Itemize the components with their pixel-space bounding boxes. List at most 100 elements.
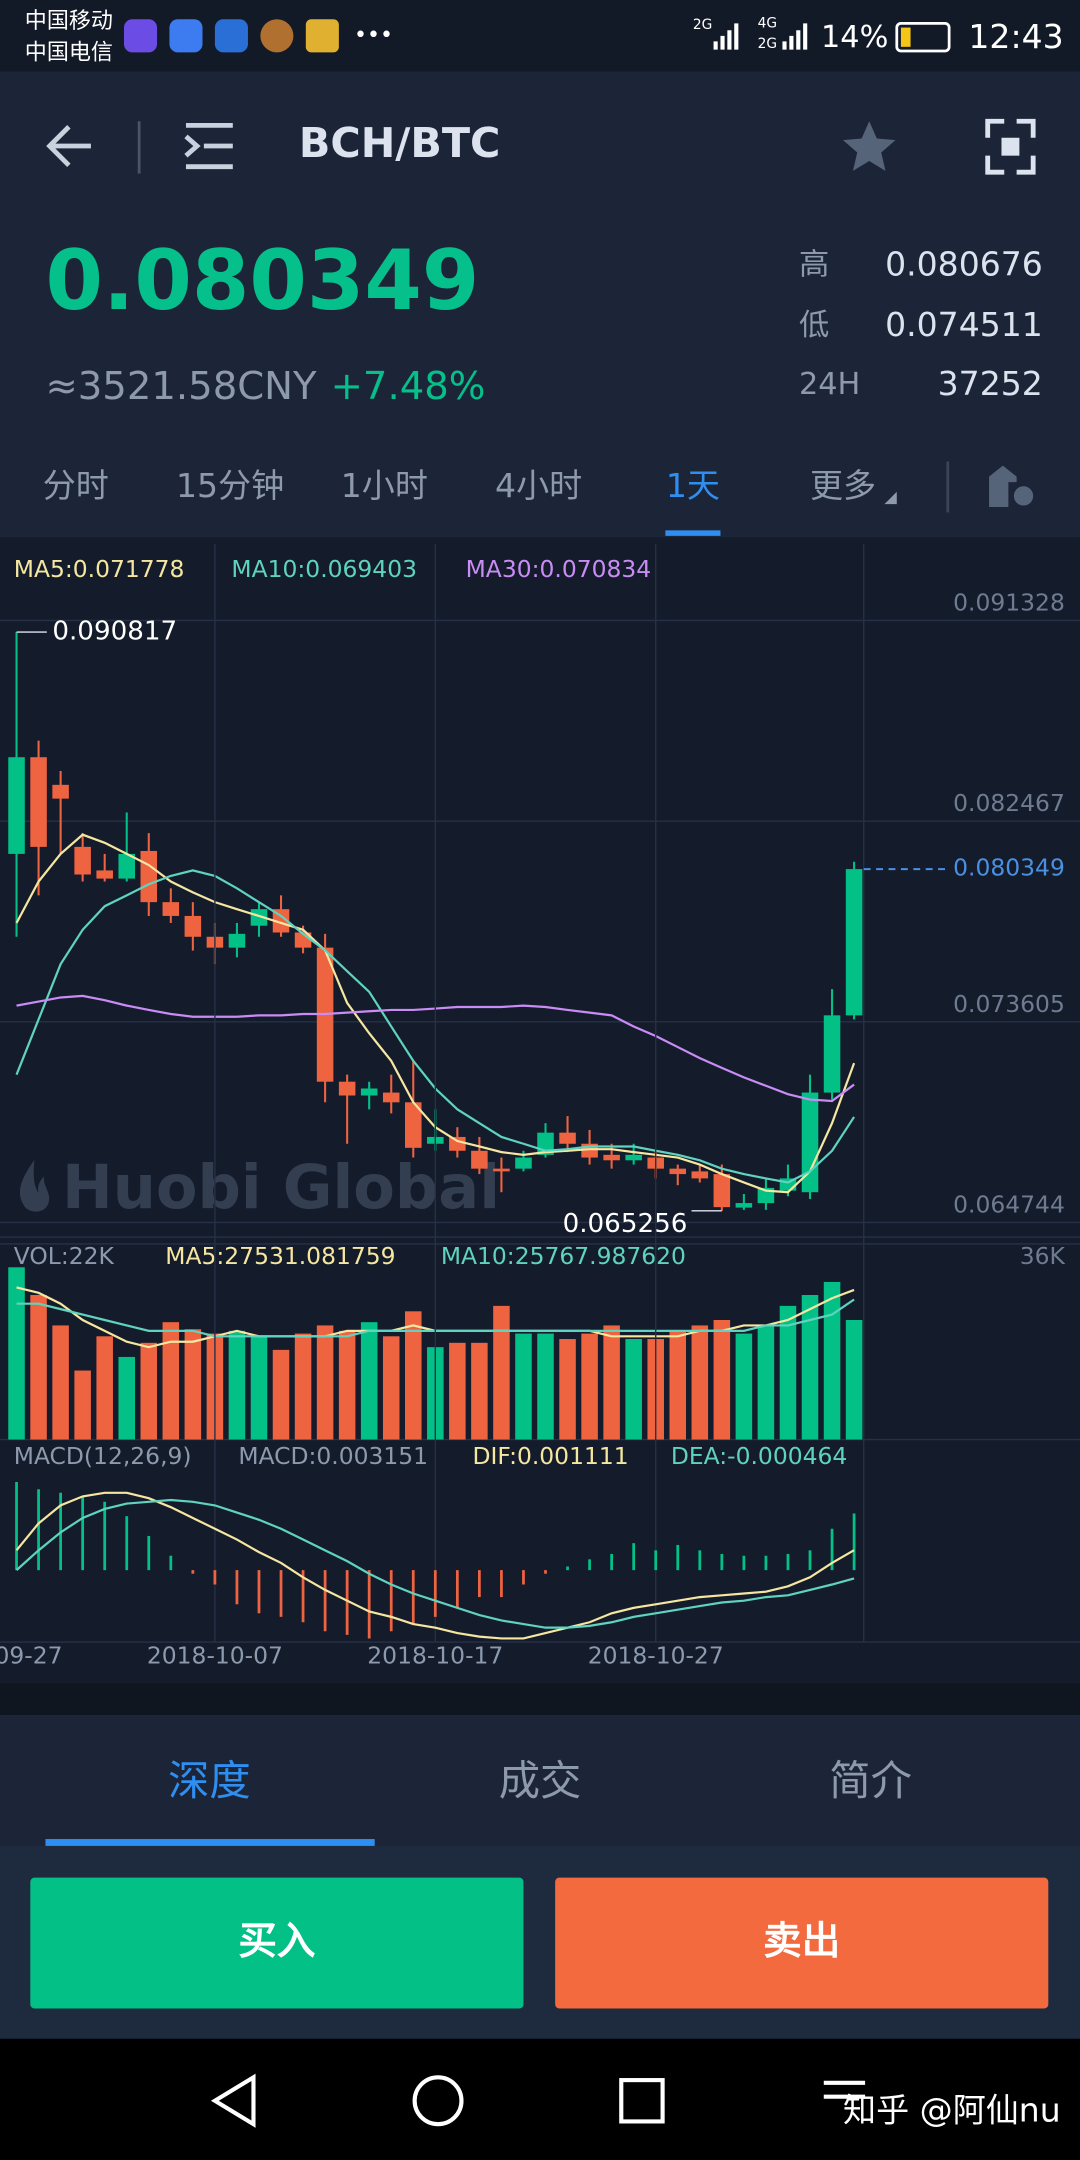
volume-bar	[801, 1295, 819, 1440]
period-tab[interactable]: 分时	[43, 466, 109, 505]
indicator-line	[15, 1498, 855, 1629]
legend-entry: MA10:0.069403	[231, 555, 417, 583]
y-tick-label: 0.082467	[953, 789, 1065, 817]
legend-entry: MA5:27531.081759	[165, 1242, 395, 1270]
volume-bar	[471, 1342, 488, 1440]
volume-bar	[735, 1333, 753, 1440]
volume-bar	[581, 1333, 598, 1440]
volume-bar	[316, 1325, 334, 1440]
candle-body	[228, 933, 246, 948]
candle-body	[691, 1171, 709, 1179]
carrier: 中国移动	[25, 9, 113, 34]
app-icon	[214, 19, 248, 53]
volume-bar	[779, 1305, 797, 1440]
dropdown-arrow	[884, 491, 897, 505]
legend-entry: DIF:0.001111	[473, 1442, 629, 1470]
watermark: Huobi Global	[62, 1153, 500, 1223]
candle-body	[823, 1015, 841, 1093]
stat-value: 37252	[938, 364, 1043, 403]
candle-body	[30, 757, 47, 847]
stat-value: 0.074511	[885, 305, 1043, 344]
nav-home[interactable]	[412, 2075, 464, 2127]
volume-bar	[228, 1330, 246, 1440]
volume-bar	[162, 1322, 180, 1440]
nav-back[interactable]	[210, 2073, 256, 2128]
stat-label: 低	[799, 308, 829, 343]
candle-body	[250, 909, 268, 926]
candle-body	[118, 853, 135, 879]
y-tick-label: 36K	[1020, 1242, 1066, 1270]
candle-body	[845, 869, 863, 1016]
candle-body	[625, 1154, 642, 1161]
sell-label: 卖出	[763, 1919, 840, 1964]
period-tab[interactable]: 更多	[810, 466, 876, 505]
period-tab[interactable]: 1天	[666, 466, 720, 505]
battery-level: 14%	[821, 20, 888, 55]
candle-body	[449, 1136, 466, 1151]
favorite-button[interactable]	[843, 121, 896, 171]
period-tab[interactable]: 1小时	[341, 466, 428, 505]
volume-bar	[713, 1320, 731, 1440]
chart-area	[0, 537, 1080, 1684]
signal	[713, 23, 808, 50]
sell-button[interactable]	[555, 1877, 1049, 2009]
app-icon	[123, 19, 158, 53]
nav-menu[interactable]	[823, 2080, 866, 2099]
carrier: 中国电信	[25, 41, 113, 66]
last-price-label: 0.080349	[953, 854, 1065, 882]
change: +7.48%	[331, 364, 486, 409]
tab-underline	[665, 530, 721, 536]
volume-bar	[845, 1320, 863, 1440]
network: 2G	[693, 17, 712, 33]
stat-label: 高	[799, 247, 829, 282]
network: 4G	[758, 15, 777, 31]
candle-body	[74, 846, 91, 875]
candle-body	[338, 1081, 356, 1096]
candle-body	[96, 870, 113, 879]
candle-body	[162, 902, 180, 916]
last-price: 0.080349	[45, 233, 479, 329]
menu-button[interactable]	[184, 122, 233, 170]
divider	[0, 1683, 1080, 1716]
volume-bar	[669, 1330, 687, 1440]
volume-bar	[537, 1333, 554, 1440]
volume-label: VOL:22K	[14, 1242, 115, 1270]
volume-bar	[823, 1281, 841, 1440]
x-tick-label: 2018-09-27	[0, 1642, 63, 1670]
info-tab[interactable]: 成交	[499, 1757, 582, 1805]
cny-price: ≈3521.58CNY	[45, 364, 317, 409]
volume-bar	[338, 1330, 356, 1440]
x-tick-label: 2018-10-07	[147, 1642, 283, 1670]
volume-bar	[294, 1333, 312, 1440]
volume-bar	[405, 1311, 422, 1440]
period-tab[interactable]: 4小时	[495, 466, 582, 505]
settings-button[interactable]	[989, 465, 1017, 507]
credit: 知乎 @阿仙nu	[843, 2090, 1061, 2129]
buy-button[interactable]	[30, 1877, 524, 2009]
volume-bar	[250, 1336, 268, 1440]
back-button[interactable]	[46, 125, 91, 168]
legend-entry: DEA:-0.000464	[671, 1442, 847, 1470]
y-tick-label: 0.064744	[953, 1190, 1065, 1218]
fullscreen-button[interactable]	[985, 118, 1036, 175]
app-icon	[260, 19, 294, 53]
candle-body	[735, 1203, 753, 1208]
candle-body	[382, 1092, 400, 1103]
volume-bar	[272, 1349, 290, 1440]
battery-fill	[900, 27, 911, 47]
legend-entry: MA5:0.071778	[14, 555, 185, 583]
volume-bar	[493, 1305, 510, 1440]
volume-bar	[140, 1342, 158, 1440]
max-label: 0.090817	[52, 617, 177, 647]
period-tab[interactable]: 15分钟	[176, 466, 284, 505]
network: 2G	[758, 36, 777, 52]
buy-label: 买入	[238, 1919, 315, 1964]
info-tab[interactable]: 深度	[168, 1757, 251, 1805]
volume-bar	[30, 1295, 47, 1440]
nav-recent[interactable]	[619, 2078, 665, 2124]
pair-title: BCH/BTC	[299, 119, 500, 167]
info-tab[interactable]: 简介	[829, 1757, 912, 1805]
volume-bar	[96, 1336, 113, 1440]
